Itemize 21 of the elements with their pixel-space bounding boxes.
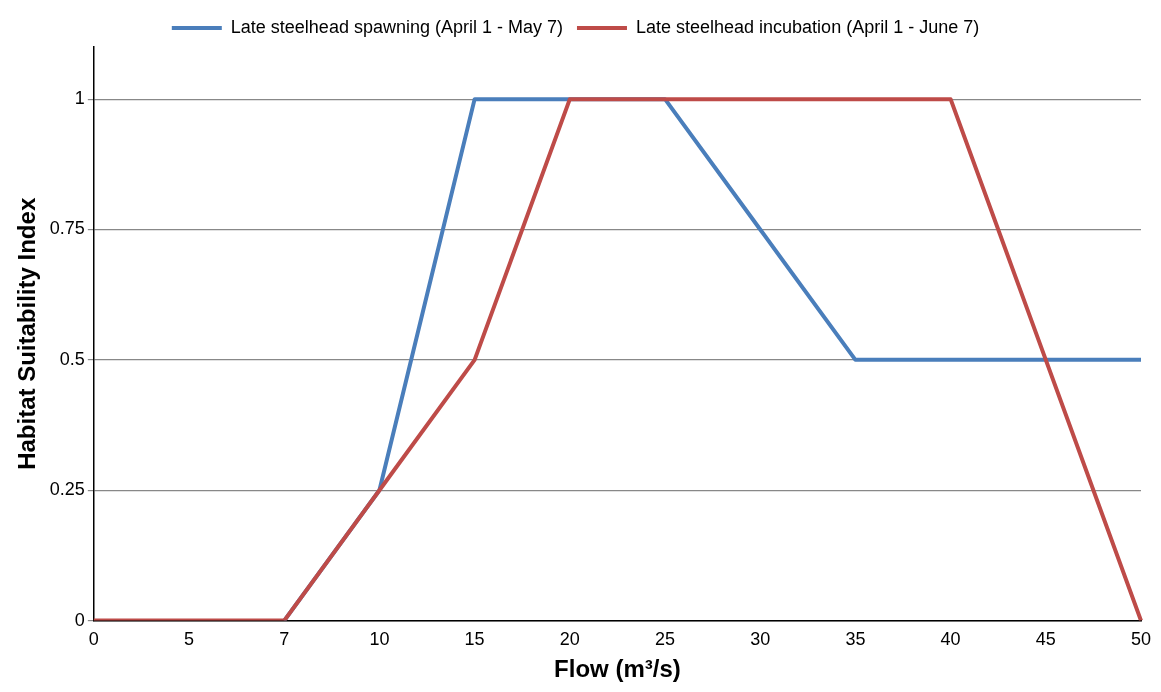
x-tick-label: 5 <box>184 629 195 650</box>
y-tick-label: 0.75 <box>49 218 85 239</box>
x-tick-label: 15 <box>464 629 485 650</box>
x-tick-label: 10 <box>369 629 390 650</box>
y-axis-title: Habitat Suitability Index <box>13 197 41 470</box>
legend-label: Late steelhead incubation (April 1 - June 7) <box>635 16 980 37</box>
x-tick-label: 0 <box>88 629 99 650</box>
x-tick-label: 40 <box>940 629 961 650</box>
x-tick-label: 25 <box>655 629 676 650</box>
y-tick-label: 0 <box>74 609 85 630</box>
x-tick-label: 7 <box>279 629 290 650</box>
x-tick-label: 45 <box>1035 629 1056 650</box>
x-tick-label: 35 <box>845 629 866 650</box>
x-axis-title: Flow (m³/s) <box>554 655 681 683</box>
y-tick-label: 1 <box>74 88 85 109</box>
x-tick-label: 20 <box>559 629 580 650</box>
x-tick-label: 30 <box>750 629 771 650</box>
legend-label: Late steelhead spawning (April 1 - May 7) <box>230 16 563 37</box>
x-tick-label: 50 <box>1130 629 1152 650</box>
y-tick-label: 0.5 <box>59 348 85 369</box>
y-tick-label: 0.25 <box>49 479 85 500</box>
